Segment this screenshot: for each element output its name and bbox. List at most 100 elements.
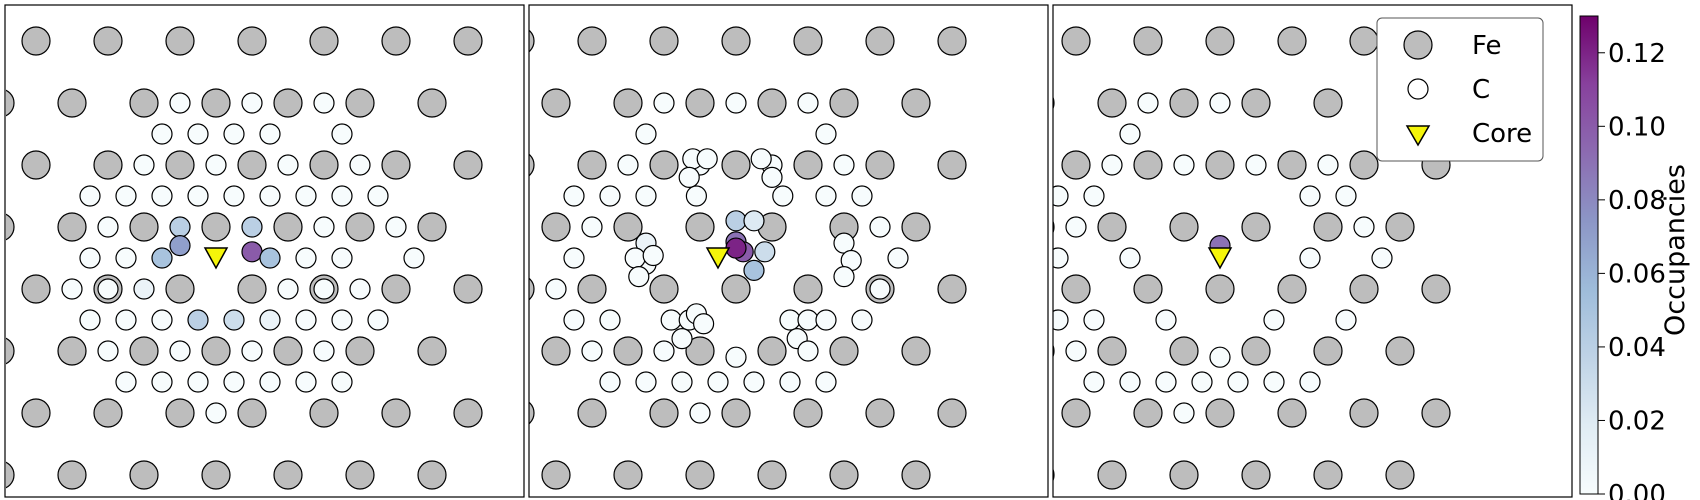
c-atom [1083, 185, 1105, 207]
c-atom [331, 309, 353, 331]
panel-1 [4, 4, 525, 498]
fe-atom [1169, 212, 1199, 242]
c-atom [169, 235, 191, 257]
c-atom [624, 247, 646, 269]
fe-atom [165, 274, 195, 304]
fe-atom [649, 150, 679, 180]
fe-atom [577, 150, 607, 180]
core-marker [203, 247, 229, 270]
c-atom [241, 216, 263, 238]
c-atom [313, 278, 335, 300]
fe-atom [453, 274, 483, 304]
fe-atom [1205, 26, 1235, 56]
c-atom [223, 123, 245, 145]
fe-atom [901, 88, 931, 118]
colorbar-title: Occupancies [1660, 164, 1691, 336]
colorbar: 0.00 0.02 0.04 0.06 0.08 0.10 0.12 Occupancies [1579, 15, 1691, 500]
fe-atom [541, 88, 571, 118]
c-atom [563, 247, 585, 269]
c-atom [313, 340, 335, 362]
c-atom [617, 154, 639, 176]
fe-atom [201, 88, 231, 118]
fe-atom [201, 212, 231, 242]
c-atom [743, 210, 765, 232]
fe-atom [1097, 336, 1127, 366]
fe-atom [6, 89, 15, 117]
fe-atom [1097, 460, 1127, 490]
fe-atom [685, 336, 715, 366]
fe-atom [57, 212, 87, 242]
c-atom [1299, 247, 1321, 269]
c-atom [277, 154, 299, 176]
c-atom [635, 123, 657, 145]
c-atom [1065, 340, 1087, 362]
colorbar-tick-label: 0.12 [1608, 39, 1666, 69]
c-atom [223, 371, 245, 393]
c-atom [295, 247, 317, 269]
c-atom [79, 185, 101, 207]
fe-atom [6, 337, 15, 365]
panel-3 [954, 4, 1573, 498]
legend: Fe C Core [1376, 17, 1544, 162]
c-atom [295, 185, 317, 207]
c-atom [295, 309, 317, 331]
fe-atom [417, 212, 447, 242]
fe-atom [1313, 336, 1343, 366]
c-atom [259, 309, 281, 331]
fe-atom [1205, 274, 1235, 304]
c-atom [851, 309, 873, 331]
c-atom [169, 92, 191, 114]
fe-atom [453, 398, 483, 428]
colorbar-tick-label: 0.00 [1608, 480, 1666, 500]
fe-atom [273, 88, 303, 118]
fe-atom [577, 398, 607, 428]
fe-atom [937, 274, 967, 304]
c-atom [1083, 371, 1105, 393]
fe-atom [1133, 150, 1163, 180]
c-atom [653, 92, 675, 114]
c-atom [367, 309, 389, 331]
fe-atom [990, 27, 1018, 55]
fe-atom [1169, 88, 1199, 118]
fe-atom [165, 398, 195, 428]
c-atom [1083, 309, 1105, 331]
fe-atom [129, 460, 159, 490]
fe-atom [1385, 212, 1415, 242]
fe-atom [1313, 212, 1343, 242]
fe-atom [1053, 468, 1055, 482]
c-atom [772, 185, 794, 207]
c-atom [671, 371, 693, 393]
c-atom [331, 371, 353, 393]
fe-atom [529, 153, 535, 177]
fe-atom [417, 336, 447, 366]
c-atom [750, 148, 772, 170]
fe-atom [273, 460, 303, 490]
c-atom [1245, 154, 1267, 176]
fe-atom [954, 337, 982, 365]
c-atom [259, 123, 281, 145]
c-atom [1119, 371, 1141, 393]
c-atom [133, 154, 155, 176]
legend-fe-marker [1403, 30, 1433, 60]
fe-atom [649, 398, 679, 428]
fe-atom [685, 460, 715, 490]
fe-atom [201, 460, 231, 490]
fe-atom [381, 150, 411, 180]
c-atom [241, 340, 263, 362]
c-atom [403, 247, 425, 269]
fe-atom [381, 26, 411, 56]
fe-atom [273, 212, 303, 242]
c-atom [115, 185, 137, 207]
c-atom [725, 346, 747, 368]
fe-atom [1241, 460, 1271, 490]
c-atom [599, 185, 621, 207]
fe-atom [201, 336, 231, 366]
c-atom [313, 216, 335, 238]
c-atom [1053, 309, 1069, 331]
c-atom [295, 371, 317, 393]
c-atom [642, 244, 664, 267]
c-atom [313, 92, 335, 114]
c-atom [797, 340, 819, 362]
c-atom [869, 216, 891, 238]
